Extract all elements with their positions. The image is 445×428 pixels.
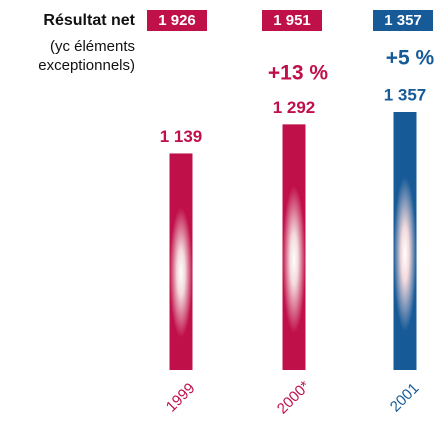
chart-title: Résultat net (43, 12, 135, 29)
bar (393, 112, 417, 370)
x-tick-label: 2001 (387, 380, 423, 416)
bar (282, 124, 306, 370)
x-tick-label: 2000* (274, 378, 314, 418)
subtitle-line: (yc éléments (50, 38, 135, 55)
bar (169, 153, 193, 370)
total-label: 1 951 (273, 12, 311, 29)
subtitle-line: exceptionnels) (38, 57, 135, 74)
total-label: 1 357 (384, 12, 422, 29)
value-label: 1 139 (160, 127, 203, 146)
total-label: 1 926 (158, 12, 196, 29)
total-box (147, 10, 207, 31)
growth-annotation: +13 % (268, 62, 328, 85)
value-label: 1 292 (273, 98, 316, 117)
total-box (373, 10, 433, 31)
growth-annotation: +5 % (386, 47, 435, 70)
total-box (262, 10, 322, 31)
x-tick-label: 1999 (163, 380, 199, 416)
value-label: 1 357 (384, 85, 427, 104)
